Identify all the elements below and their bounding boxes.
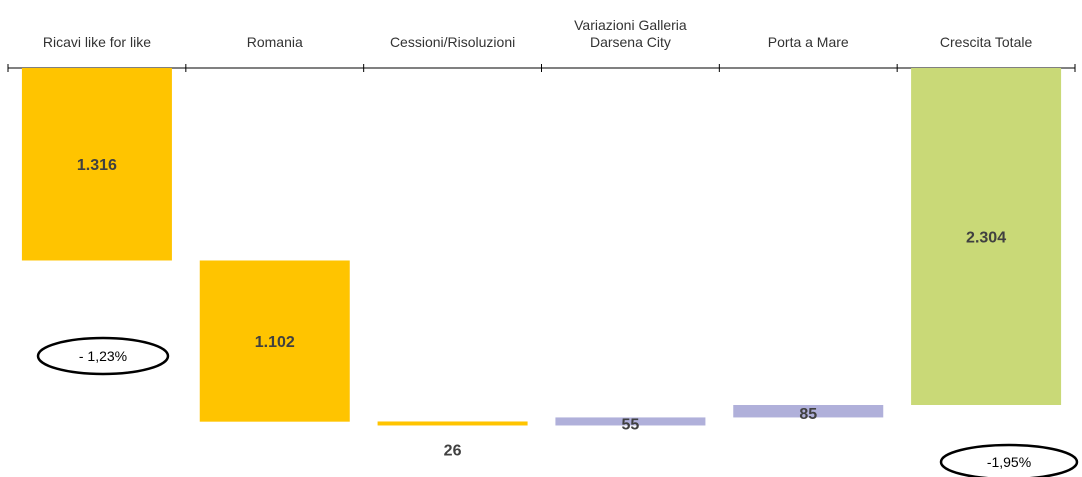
category-label: Crescita Totale	[940, 34, 1033, 50]
bar-total	[911, 68, 1062, 405]
value-label: 55	[622, 416, 640, 433]
annotation-ellipse	[36, 336, 170, 376]
value-label: 1.316	[77, 157, 117, 174]
annotation-ellipse	[939, 443, 1079, 477]
bar-decrease	[21, 68, 172, 261]
category-label: Porta a Mare	[768, 34, 849, 50]
value-label: 26	[444, 442, 462, 459]
annotation-label: - 1,23%	[79, 348, 127, 364]
value-label: 1.102	[255, 334, 295, 351]
category-label: Cessioni/Risoluzioni	[390, 34, 515, 50]
category-label: Variazioni Galleria Darsena City	[574, 17, 687, 50]
bar-decrease	[377, 421, 528, 426]
annotation-label: -1,95%	[987, 454, 1031, 470]
bar-decrease	[199, 260, 350, 422]
category-label: Romania	[247, 34, 303, 50]
bar-increase	[555, 417, 706, 426]
category-label: Ricavi like for like	[43, 34, 151, 50]
value-label: 85	[799, 406, 817, 423]
bar-increase	[733, 405, 884, 418]
value-label: 2.304	[966, 230, 1006, 247]
